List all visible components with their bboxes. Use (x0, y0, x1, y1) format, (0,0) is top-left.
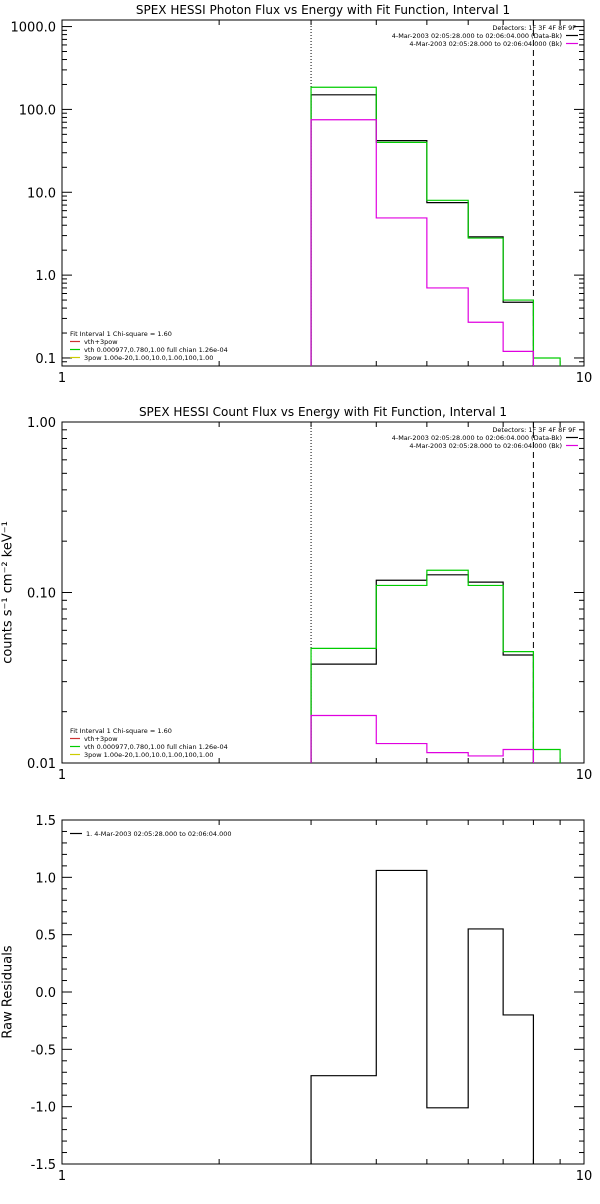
y-tick-label: 0.01 (27, 757, 56, 772)
y-tick-label: -0.5 (31, 1043, 56, 1058)
y-tick-label: 1.5 (35, 814, 56, 829)
legend-entry: Fit Interval 1 Chi-square = 1.60 (70, 727, 172, 735)
plot-frame (61, 19, 585, 367)
series-3-histogram (310, 714, 535, 763)
legend-entry: Fit Interval 1 Chi-square = 1.60 (70, 330, 172, 338)
y-axis-label: Raw Residuals (1, 945, 16, 1038)
y-tick-label: 1.00 (27, 416, 56, 431)
y-axis-label: counts s⁻¹ cm⁻² keV⁻¹ (1, 521, 16, 664)
y-tick-label: 0.0 (35, 986, 56, 1001)
series-1-histogram (310, 869, 535, 1164)
x-tick-label: 1 (58, 371, 66, 386)
series-1-histogram (310, 94, 535, 366)
legend-entry: vth 0.000977,0.780,1.00 full chian 1.26e… (84, 346, 228, 354)
plot-frame (61, 421, 585, 764)
legend-entry: 4-Mar-2003 02:05:28.000 to 02:06:04.000 … (392, 32, 562, 40)
legend-entry: 3pow 1.00e-20,1.00,10.0,1.00,100,1.00 (84, 751, 213, 759)
x-tick-label: 10 (576, 1169, 593, 1184)
x-tick-label: 1 (58, 1169, 66, 1184)
chart-title: SPEX HESSI Count Flux vs Energy with Fit… (139, 405, 507, 419)
y-tick-label: 0.10 (27, 587, 56, 602)
legend-entry: vth+3pow (84, 338, 118, 346)
y-tick-label: 1000.0 (11, 21, 57, 36)
y-tick-label: 100.0 (19, 103, 56, 118)
legend-entry: 4-Mar-2003 02:05:28.000 to 02:06:04.000 … (409, 442, 562, 450)
y-tick-label: 1.0 (35, 871, 56, 886)
legend-entry: Detectors: 1F 3F 4F 8F 9F (492, 426, 576, 434)
legend-entry: 3pow 1.00e-20,1.00,10.0,1.00,100,1.00 (84, 354, 213, 362)
series-2-histogram (310, 86, 561, 366)
panel-2: SPEX HESSI Count Flux vs Energy with Fit… (1, 405, 593, 783)
series-3-histogram (310, 119, 535, 366)
series-1-histogram (310, 574, 535, 763)
plot-frame (61, 819, 585, 1165)
legend-entry: 4-Mar-2003 02:05:28.000 to 02:06:04.000 … (392, 434, 562, 442)
legend-entry: vth+3pow (84, 735, 118, 743)
x-tick-label: 1 (58, 768, 66, 783)
y-tick-label: 0.1 (35, 352, 56, 367)
legend-entry: 4-Mar-2003 02:05:28.000 to 02:06:04.000 … (409, 40, 562, 48)
series-2-histogram (310, 569, 561, 763)
y-tick-label: 0.5 (35, 929, 56, 944)
legend-entry: 1. 4-Mar-2003 02:05:28.000 to 02:06:04.0… (86, 830, 232, 838)
x-tick-label: 10 (576, 768, 593, 783)
panel-3: Raw Residuals 1 10 -1.5 -1.0 -0.5 0.0 0.5 1.0 1.5… (1, 814, 593, 1184)
chart-title: SPEX HESSI Photon Flux vs Energy with Fi… (136, 3, 510, 17)
panel-1: SPEX HESSI Photon Flux vs Energy with Fi… (11, 3, 593, 386)
y-tick-label: 10.0 (27, 186, 56, 201)
legend-entry: vth 0.000977,0.780,1.00 full chian 1.26e… (84, 743, 228, 751)
legend-entry: Detectors: 1F 3F 4F 8F 9F (492, 24, 576, 32)
x-tick-label: 10 (576, 371, 593, 386)
y-tick-label: -1.0 (31, 1101, 56, 1116)
y-tick-label: -1.5 (31, 1158, 56, 1173)
y-tick-label: 1.0 (35, 269, 56, 284)
